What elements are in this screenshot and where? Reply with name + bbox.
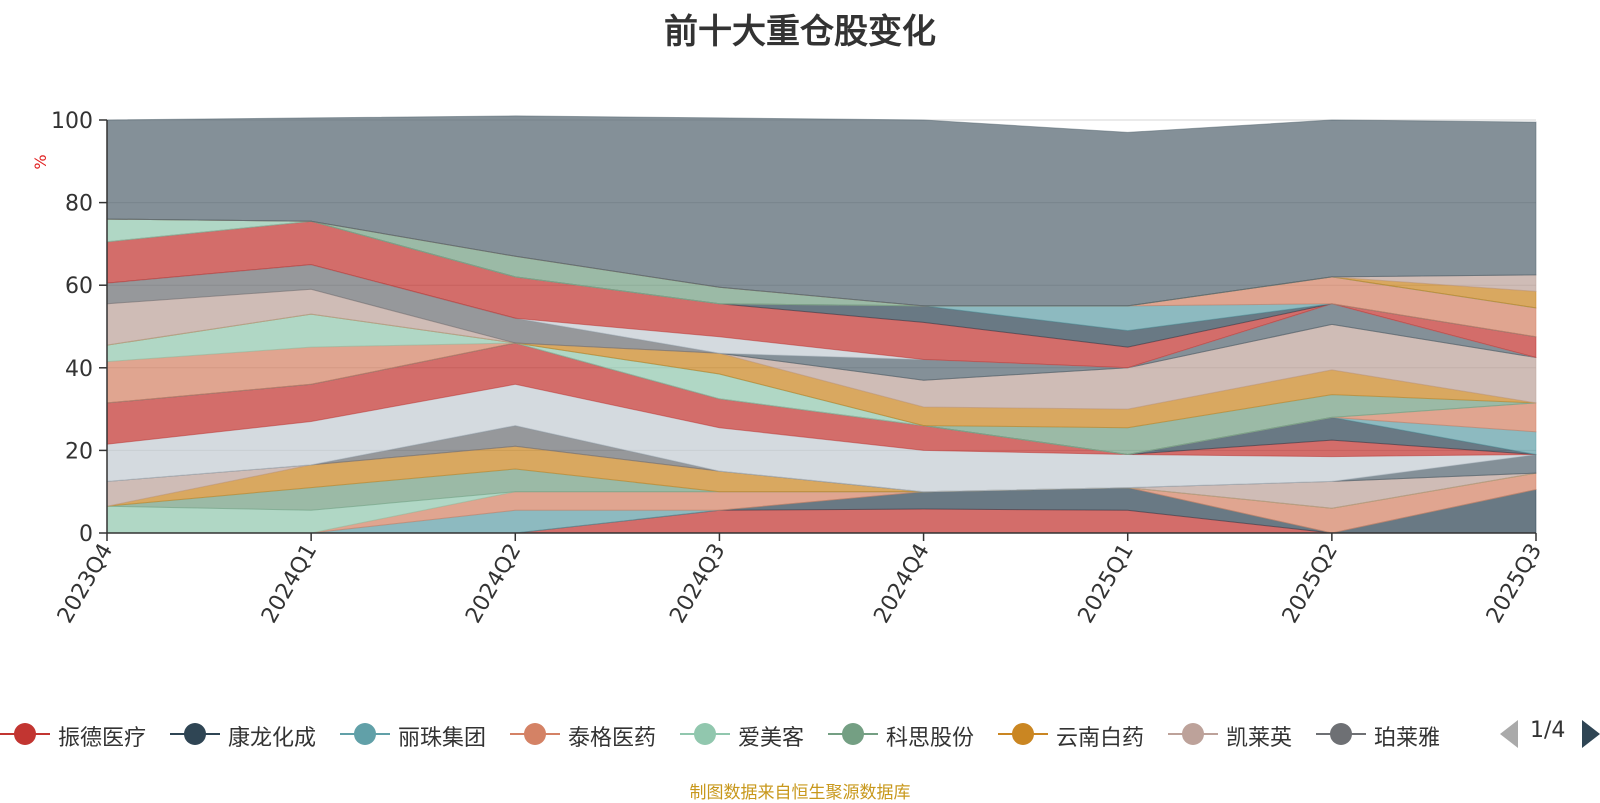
legend-label: 泰格医药 [568,726,657,751]
y-tick-label: 40 [65,357,93,382]
legend-dot-icon [1182,723,1204,745]
x-tick-label: 2025Q3 [1482,540,1547,628]
next-page-icon[interactable] [1582,720,1600,748]
y-axis-label: % [31,154,50,169]
legend-dot-icon [184,723,206,745]
y-tick-label: 0 [79,522,93,547]
x-tick-label: 2025Q2 [1278,540,1343,628]
x-tick-label: 2024Q2 [461,540,526,628]
y-tick-label: 80 [65,192,93,217]
legend-dot-icon [354,723,376,745]
legend-label: 科思股份 [886,726,975,751]
legend-pager: 1/4 [1500,716,1600,752]
legend-label: 爱美客 [738,726,805,751]
legend-label: 康龙化成 [228,726,317,751]
x-tick-label: 2024Q4 [869,540,934,628]
legend-dot-icon [14,723,36,745]
previous-page-icon[interactable] [1500,720,1518,748]
x-tick-label: 2024Q1 [257,540,322,628]
chart-title: 前十大重仓股变化 [664,12,936,52]
y-tick-label: 20 [65,439,93,464]
legend-dot-icon [842,723,864,745]
legend-label: 珀莱雅 [1374,726,1441,751]
legend-dot-icon [1012,723,1034,745]
legend-label: 凯莱英 [1226,726,1293,751]
legend-dot-icon [694,723,716,745]
legend-label: 丽珠集团 [398,726,487,751]
legend-label: 云南白药 [1056,726,1145,751]
area-series-group [106,115,1537,534]
x-tick-label: 2025Q1 [1074,540,1139,628]
legend-label: 振德医疗 [58,726,147,751]
y-tick-label: 60 [65,274,93,299]
y-tick-label: 100 [51,109,93,134]
area-series-32 [106,115,1537,307]
x-tick-label: 2023Q4 [53,540,118,628]
legend-dot-icon [1330,723,1352,745]
x-tick-label: 2024Q3 [665,540,730,628]
legend: 振德医疗 康龙化成 丽珠集团 泰格医药 爱美客 科思股份 云南白药 凯莱英 珀莱雅 [0,714,1485,754]
legend-page-indicator: 1/4 [1530,718,1566,743]
legend-dot-icon [524,723,546,745]
source-note: 制图数据来自恒生聚源数据库 [689,783,911,803]
